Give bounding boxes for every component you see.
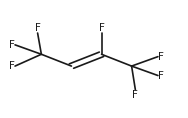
Text: F: F — [158, 52, 164, 62]
Text: F: F — [35, 23, 41, 33]
Text: F: F — [158, 71, 164, 80]
Text: F: F — [99, 23, 105, 33]
Text: F: F — [9, 40, 15, 50]
Text: F: F — [9, 61, 15, 71]
Text: F: F — [132, 90, 138, 100]
